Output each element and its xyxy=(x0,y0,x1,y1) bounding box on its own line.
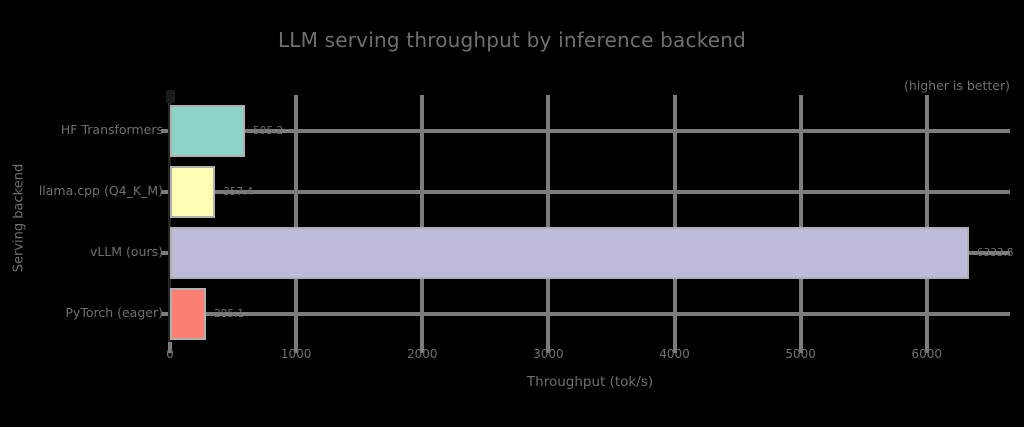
x-tick-label: 0 xyxy=(166,347,174,361)
x-tick-label: 6000 xyxy=(911,347,943,361)
y-axis-spine xyxy=(168,90,171,354)
x-tick-mark xyxy=(546,342,551,353)
x-tick-label: 5000 xyxy=(785,347,816,361)
bar-value-label: 595.2 xyxy=(253,125,284,137)
gridline-x xyxy=(798,95,803,342)
y-tick-label: PyTorch (eager) xyxy=(65,305,163,320)
gridline-x xyxy=(546,95,551,342)
x-tick-label: 1000 xyxy=(280,347,312,361)
bar-hf-transformers xyxy=(170,105,246,157)
x-tick-mark xyxy=(420,342,425,353)
gridline-y xyxy=(170,190,1010,194)
gridline-x xyxy=(294,95,299,342)
annotation-note: (higher is better) xyxy=(903,78,1010,93)
y-tick-mark xyxy=(161,129,168,133)
y-tick-label: HF Transformers xyxy=(60,122,163,137)
x-tick-mark xyxy=(798,342,803,353)
bar-value-label: 357.4 xyxy=(223,186,254,198)
y-tick-label: llama.cpp (Q4_K_M) xyxy=(38,183,163,198)
x-tick-label: 3000 xyxy=(533,347,564,361)
bar-llama-cpp-q4-k-m xyxy=(170,166,216,218)
x-tick-mark xyxy=(168,342,172,353)
y-tick-mark xyxy=(161,251,168,255)
gridline-x xyxy=(924,95,929,342)
gridline-x xyxy=(420,95,425,342)
x-tick-label: 2000 xyxy=(406,347,438,361)
y-tick-mark xyxy=(161,190,168,194)
bar-vllm-ours xyxy=(170,227,969,279)
gridline-x xyxy=(672,95,677,342)
gridline-y xyxy=(170,312,1010,316)
y-axis-spine-cap xyxy=(166,90,175,103)
x-tick-label: 4000 xyxy=(659,347,690,361)
chart-title: LLM serving throughput by inference back… xyxy=(277,28,747,52)
x-axis-label: Throughput (tok/s) xyxy=(526,374,654,390)
y-tick-label: vLLM (ours) xyxy=(89,244,163,259)
x-tick-mark xyxy=(294,342,299,353)
x-tick-mark xyxy=(672,342,677,353)
x-tick-mark xyxy=(924,342,929,353)
gridline-y xyxy=(170,129,1010,133)
bar-value-label: 285.1 xyxy=(213,308,245,320)
bar-value-label: 6333.8 xyxy=(976,247,1014,259)
bar-pytorch-eager xyxy=(170,288,206,340)
y-tick-mark xyxy=(161,312,168,316)
